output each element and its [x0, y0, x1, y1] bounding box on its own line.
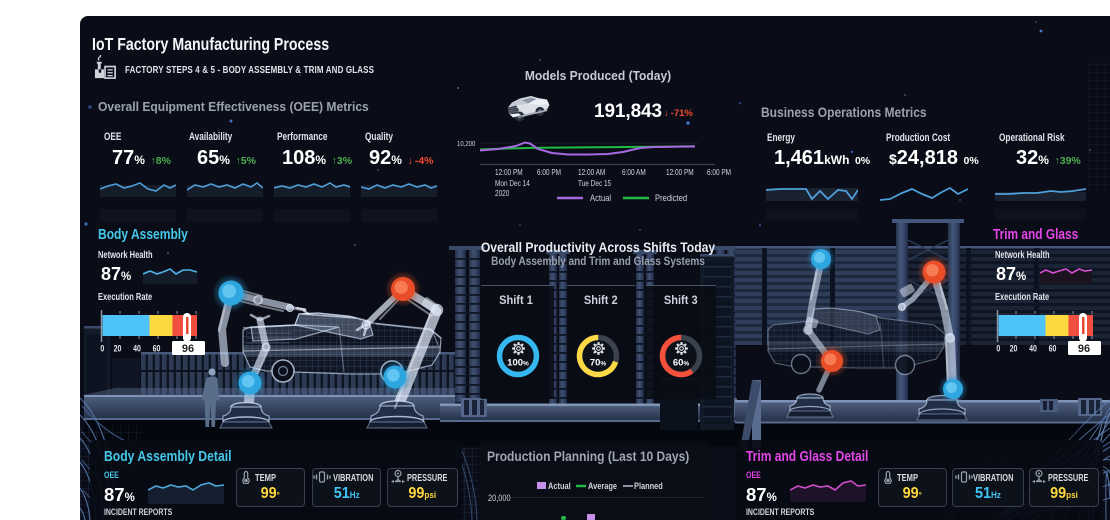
svg-text:60: 60 — [153, 344, 161, 354]
svg-text:40: 40 — [133, 344, 141, 354]
svg-text:60: 60 — [1049, 344, 1057, 354]
svg-text:70%: 70% — [590, 357, 607, 368]
svg-text:0: 0 — [100, 344, 104, 354]
svg-text:60%: 60% — [672, 357, 689, 368]
svg-text:20: 20 — [1010, 344, 1018, 354]
svg-text:0: 0 — [996, 344, 1000, 354]
svg-text:20: 20 — [114, 344, 122, 354]
svg-text:96: 96 — [182, 343, 194, 355]
svg-text:40: 40 — [1029, 344, 1037, 354]
svg-text:96: 96 — [1078, 343, 1090, 355]
svg-text:100%: 100% — [507, 357, 529, 368]
